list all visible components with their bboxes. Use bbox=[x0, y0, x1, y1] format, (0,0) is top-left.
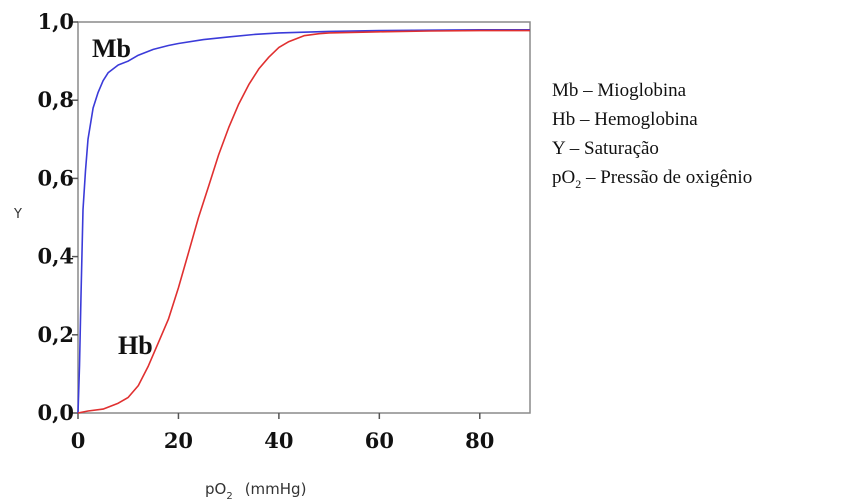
legend-item-hb: Hb – Hemoglobina bbox=[552, 105, 752, 134]
legend-abbr: Y bbox=[552, 138, 566, 159]
curve-label-mb: Mb bbox=[92, 34, 131, 63]
legend-sep: – bbox=[581, 167, 601, 188]
legend-abbr: Mb bbox=[552, 80, 579, 101]
y-tick-label: 0,2 bbox=[37, 322, 74, 347]
legend-text: Saturação bbox=[584, 138, 659, 159]
y-axis-label: Y bbox=[13, 207, 22, 222]
curve-label-hb: Hb bbox=[118, 331, 153, 360]
x-tick-label: 20 bbox=[164, 428, 193, 453]
legend: Mb – Mioglobina Hb – Hemoglobina Y – Sat… bbox=[552, 76, 752, 199]
series-line-mb bbox=[77, 28, 530, 414]
x-tick-label: 40 bbox=[264, 428, 293, 453]
x-tick-label: 80 bbox=[465, 428, 494, 453]
y-tick-label: 0,8 bbox=[37, 87, 74, 112]
legend-abbr: pO bbox=[552, 167, 576, 188]
x-axis-label-main: pO bbox=[205, 480, 226, 498]
legend-item-po2: pO2 – Pressão de oxigênio bbox=[552, 163, 752, 199]
x-axis-label: pO2 (mmHg) bbox=[205, 480, 306, 502]
x-axis-label-sub: 2 bbox=[226, 491, 232, 502]
legend-text: Hemoglobina bbox=[594, 109, 698, 130]
legend-abbr: Hb bbox=[552, 109, 576, 130]
legend-sub: 2 bbox=[575, 176, 582, 191]
legend-item-mb: Mb – Mioglobina bbox=[552, 76, 752, 105]
legend-item-y: Y – Saturação bbox=[552, 134, 752, 163]
x-axis-label-unit: (mmHg) bbox=[245, 480, 307, 498]
y-tick-label: 0,0 bbox=[37, 400, 74, 425]
x-tick-label: 60 bbox=[365, 428, 394, 453]
y-tick-label: 0,4 bbox=[37, 244, 74, 269]
legend-text: Mioglobina bbox=[597, 80, 687, 101]
legend-text: Pressão de oxigênio bbox=[600, 167, 753, 188]
legend-sep: – bbox=[565, 138, 585, 159]
legend-sep: – bbox=[575, 109, 595, 130]
x-tick-label: 0 bbox=[71, 428, 86, 453]
series-line-hb bbox=[77, 29, 530, 414]
y-tick-label: 0,6 bbox=[37, 165, 74, 190]
plot-frame bbox=[77, 21, 531, 414]
legend-sep: – bbox=[578, 80, 598, 101]
y-tick-label: 1,0 bbox=[37, 9, 74, 34]
